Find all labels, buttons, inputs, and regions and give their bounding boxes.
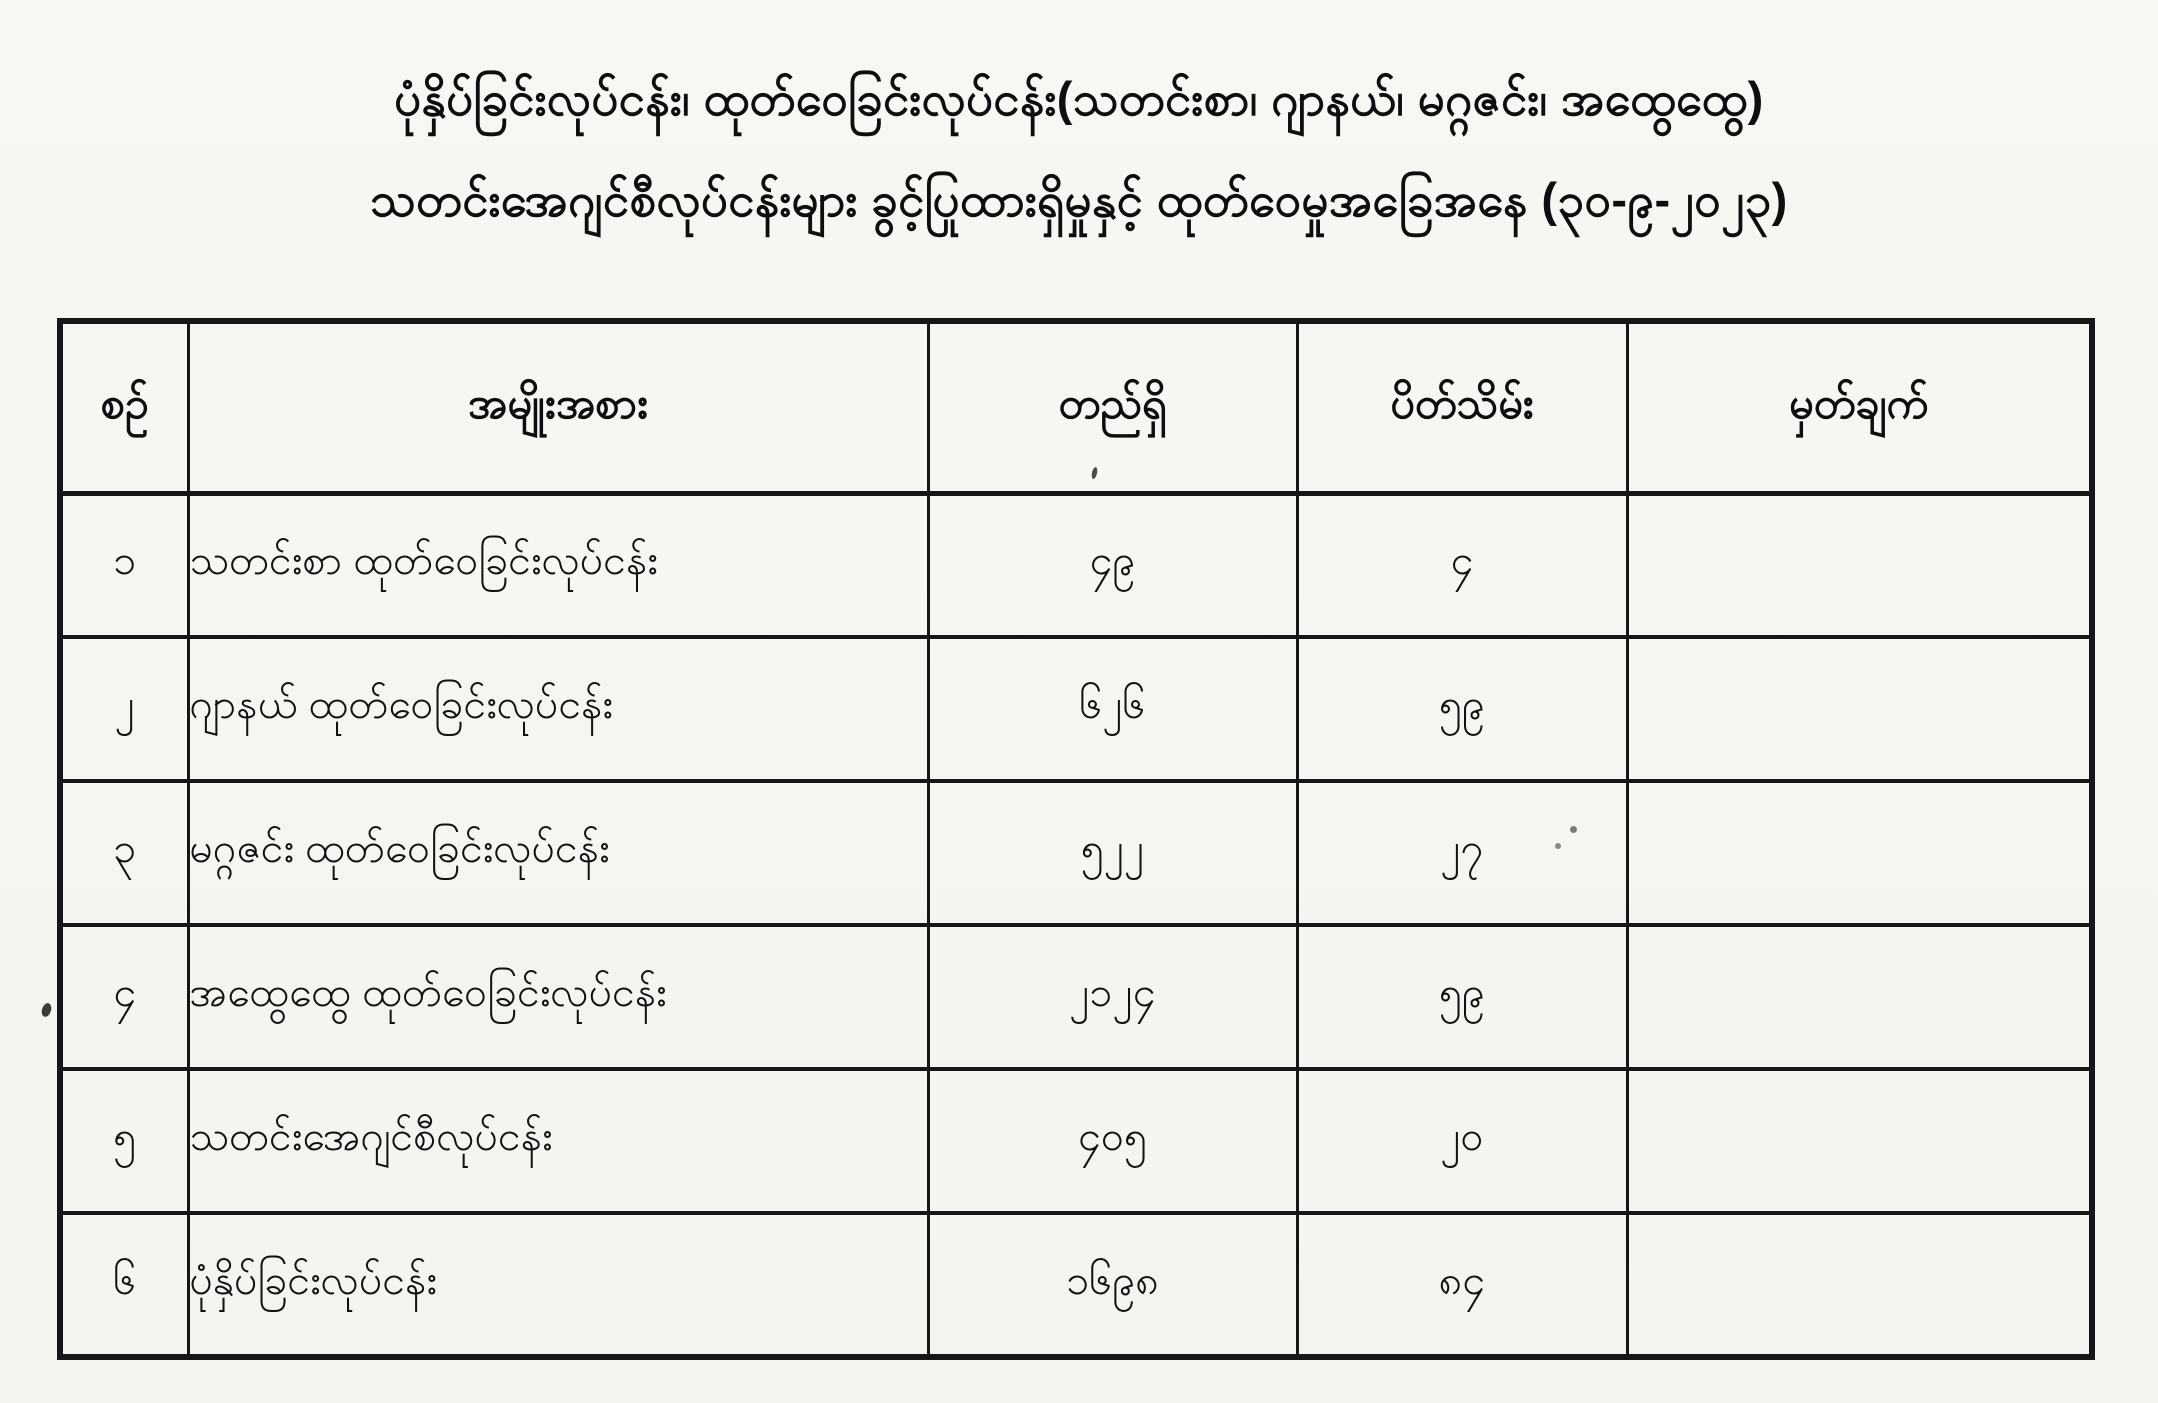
table-row: ၂ ဂျာနယ် ထုတ်ဝေခြင်းလုပ်ငန်း ၆၂၆ ၅၉ [58, 635, 2094, 783]
row-existing-count: ၄၀၅ [926, 1067, 1299, 1215]
table-row: ၃ မဂ္ဂဇင်း ထုတ်ဝေခြင်းလုပ်ငန်း ၅၂၂ ၂၇ [58, 779, 2094, 927]
scan-speck [1555, 843, 1561, 849]
row-closed-count: ၅၉ [1295, 635, 1629, 783]
row-category: သတင်းအေဂျင်စီလုပ်ငန်း [186, 1067, 930, 1215]
row-serial: ၄ [58, 923, 190, 1071]
row-serial: ၂ [58, 635, 190, 783]
header-remark: မှတ်ချက် [1625, 319, 2094, 496]
scan-speck [1570, 826, 1577, 833]
row-closed-count: ၄ [1295, 491, 1629, 639]
row-category: ဂျာနယ် ထုတ်ဝေခြင်းလုပ်ငန်း [186, 635, 930, 783]
statistics-table-container: စဉ် အမျိုးအစား တည်ရှိ ပိတ်သိမ်း မှတ်ချက်… [57, 318, 2095, 1360]
row-existing-count: ၂၁၂၄ [926, 923, 1299, 1071]
document-title-line-1: ပုံနှိပ်ခြင်းလုပ်ငန်း၊ ထုတ်ဝေခြင်းလုပ်ငန… [394, 72, 1764, 125]
row-category: ပုံနှိပ်ခြင်းလုပ်ငန်း [186, 1211, 930, 1359]
row-remark [1625, 635, 2094, 783]
table-header-row: စဉ် အမျိုးအစား တည်ရှိ ပိတ်သိမ်း မှတ်ချက် [58, 319, 2094, 496]
row-serial: ၃ [58, 779, 190, 927]
row-remark [1625, 779, 2094, 927]
row-category: အထွေထွေ ထုတ်ဝေခြင်းလုပ်ငန်း [186, 923, 930, 1071]
table-row: ၆ ပုံနှိပ်ခြင်းလုပ်ငန်း ၁၆၉၈ ၈၄ [58, 1211, 2094, 1359]
header-existing: တည်ရှိ [926, 319, 1299, 496]
row-serial: ၁ [58, 491, 190, 639]
row-remark [1625, 923, 2094, 1071]
row-remark [1625, 1211, 2094, 1359]
header-serial: စဉ် [58, 319, 190, 496]
table-row: ၄ အထွေထွေ ထုတ်ဝေခြင်းလုပ်ငန်း ၂၁၂၄ ၅၉ [58, 923, 2094, 1071]
document-title: ပုံနှိပ်ခြင်းလုပ်ငန်း၊ ထုတ်ဝေခြင်းလုပ်ငန… [0, 48, 2158, 250]
row-serial: ၆ [58, 1211, 190, 1359]
header-closed: ပိတ်သိမ်း [1295, 319, 1629, 496]
row-category: သတင်းစာ ထုတ်ဝေခြင်းလုပ်ငန်း [186, 491, 930, 639]
row-serial: ၅ [58, 1067, 190, 1215]
row-closed-count: ၂၀ [1295, 1067, 1629, 1215]
row-existing-count: ၁၆၉၈ [926, 1211, 1299, 1359]
row-remark [1625, 491, 2094, 639]
row-existing-count: ၅၂၂ [926, 779, 1299, 927]
row-existing-count: ၄၉ [926, 491, 1299, 639]
scan-speck [40, 1001, 53, 1019]
row-closed-count: ၅၉ [1295, 923, 1629, 1071]
row-closed-count: ၂၇ [1295, 779, 1629, 927]
document-title-line-2: သတင်းအေဂျင်စီလုပ်ငန်းများ ခွင့်ပြုထားရှိ… [370, 173, 1788, 226]
table-row: ၅ သတင်းအေဂျင်စီလုပ်ငန်း ၄၀၅ ၂၀ [58, 1067, 2094, 1215]
header-category: အမျိုးအစား [186, 319, 930, 496]
row-remark [1625, 1067, 2094, 1215]
table-row: ၁ သတင်းစာ ထုတ်ဝေခြင်းလုပ်ငန်း ၄၉ ၄ [58, 491, 2094, 639]
row-category: မဂ္ဂဇင်း ထုတ်ဝေခြင်းလုပ်ငန်း [186, 779, 930, 927]
row-closed-count: ၈၄ [1295, 1211, 1629, 1359]
row-existing-count: ၆၂၆ [926, 635, 1299, 783]
statistics-table: စဉ် အမျိုးအစား တည်ရှိ ပိတ်သိမ်း မှတ်ချက်… [57, 318, 2095, 1360]
